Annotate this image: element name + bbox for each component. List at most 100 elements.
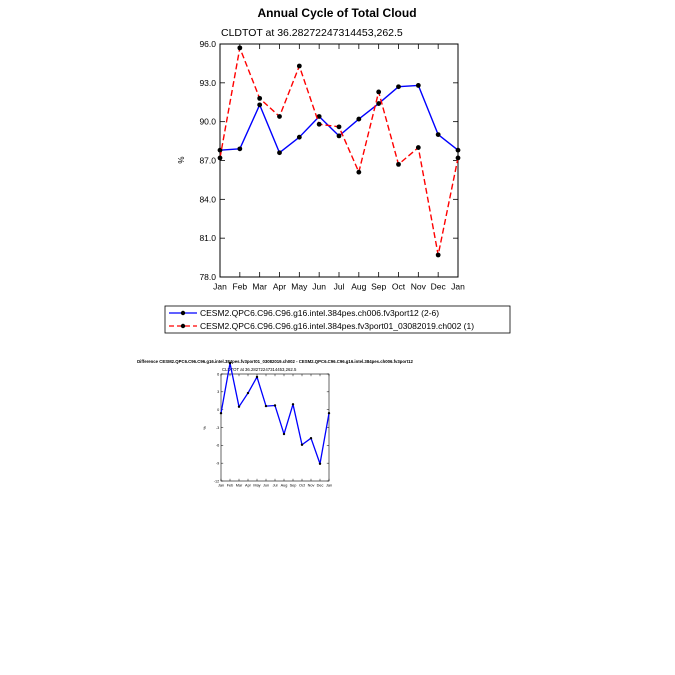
data-point [257, 95, 263, 101]
data-point [356, 169, 362, 175]
y-tick-label: -3 [216, 426, 219, 430]
y-tick-label: 3 [217, 390, 219, 394]
x-tick-label: Oct [299, 484, 306, 488]
data-point [219, 412, 223, 415]
data-point [246, 391, 250, 395]
x-tick-label: Nov [411, 281, 427, 291]
data-point [415, 145, 421, 150]
x-tick-label: May [291, 281, 308, 291]
data-point [356, 116, 362, 122]
legend-marker-blue [180, 310, 186, 316]
x-tick-label: Jul [334, 281, 345, 291]
x-tick-label: Aug [281, 484, 288, 488]
data-point [277, 114, 282, 119]
diff-x-axis: Jan Feb Mar Apr May Jun Jul Aug Sep Oct Nov Dec Jan [218, 374, 332, 488]
diff-plot-frame [220, 373, 330, 482]
data-point [257, 102, 263, 108]
data-point [228, 362, 232, 365]
y-tick-label: 84.0 [199, 194, 216, 204]
data-point [316, 114, 322, 119]
data-point [237, 45, 243, 51]
data-point [300, 443, 304, 446]
x-tick-label: Feb [227, 484, 234, 488]
plot-frame [219, 43, 459, 278]
data-point [217, 155, 223, 161]
series-line [219, 47, 459, 256]
data-point [435, 252, 441, 258]
legend-box [164, 305, 511, 334]
data-point [255, 375, 259, 379]
data-point [277, 150, 282, 156]
chart-subtitle: CLDTOT at 36.28272247314453,262.5 [221, 27, 403, 39]
x-tick-label: Jul [273, 484, 278, 488]
data-point [291, 403, 295, 406]
x-tick-label: Mar [252, 281, 267, 291]
x-tick-label: Sep [371, 281, 386, 291]
y-axis-label: % [177, 156, 186, 163]
x-tick-label: Jan [326, 484, 332, 488]
data-point [237, 405, 241, 408]
y-tick-label: 96.0 [199, 39, 216, 49]
data-point [318, 462, 322, 465]
y-tick-label: 87.0 [199, 155, 216, 165]
data-point [237, 146, 243, 152]
x-tick-label: Jan [213, 281, 227, 291]
series-group [217, 45, 461, 258]
y-tick-label: -12 [214, 479, 220, 483]
diff-y-axis-label: % [202, 426, 207, 430]
x-tick-label: Sep [290, 484, 297, 488]
x-axis: Jan Feb Mar Apr May Jun Jul Aug Sep Oct Nov Dec Jan [213, 44, 465, 291]
data-point [435, 132, 441, 138]
x-tick-label: Mar [236, 484, 243, 488]
x-tick-label: Jun [263, 484, 269, 488]
series-line [220, 362, 330, 465]
data-point [376, 89, 382, 95]
data-point [316, 121, 322, 127]
x-tick-label: Jan [451, 281, 465, 291]
chart-title: Annual Cycle of Total Cloud [257, 6, 416, 20]
diff-chart-title: Difference CESM2.QPC6.C96.C96.g16.intel.… [137, 359, 413, 364]
y-tick-label: 90.0 [199, 117, 216, 127]
y-tick-label: 81.0 [199, 233, 216, 243]
annual-cycle-chart: Annual Cycle of Total Cloud CLDTOT at 36… [177, 6, 465, 291]
x-tick-label: Dec [431, 281, 447, 291]
data-point [309, 437, 313, 440]
data-point [455, 155, 461, 161]
x-tick-label: Feb [233, 281, 248, 291]
data-point [327, 412, 331, 415]
data-point [282, 432, 286, 436]
diff-series-group [219, 362, 331, 465]
data-point [264, 404, 268, 408]
data-point [396, 84, 401, 90]
data-point [396, 161, 401, 167]
x-tick-label: Apr [245, 484, 252, 488]
data-point [273, 404, 277, 407]
x-tick-label: Oct [392, 281, 406, 291]
y-tick-label: 0 [217, 408, 219, 412]
legend-label-2: CESM2.QPC6.C96.C96.g16.intel.384pes.fv3p… [200, 321, 474, 331]
legend: CESM2.QPC6.C96.C96.g16.intel.384pes.ch00… [164, 305, 511, 334]
difference-chart: Difference CESM2.QPC6.C96.C96.g16.intel.… [137, 359, 413, 488]
y-tick-label: 78.0 [199, 272, 216, 282]
x-tick-label: May [253, 484, 260, 488]
y-axis: 96.0 93.0 90.0 87.0 84.0 81.0 78.0 [199, 39, 458, 282]
y-tick-label: 93.0 [199, 78, 216, 88]
data-point [296, 63, 302, 69]
data-point [455, 147, 461, 153]
y-tick-label: 6 [217, 372, 219, 376]
x-tick-label: Jun [312, 281, 326, 291]
x-tick-label: Jan [218, 484, 224, 488]
legend-label-1: CESM2.QPC6.C96.C96.g16.intel.384pes.ch00… [200, 308, 439, 318]
x-tick-label: Aug [351, 281, 366, 291]
data-point [296, 134, 302, 140]
x-tick-label: Dec [317, 484, 324, 488]
y-tick-label: -9 [216, 461, 219, 465]
data-point [415, 83, 421, 88]
data-point [376, 101, 382, 106]
data-point [336, 133, 342, 139]
x-tick-label: Nov [308, 484, 315, 488]
diff-y-axis: 6 3 0 -3 -6 -9 -12 [214, 372, 329, 483]
y-tick-label: -6 [216, 444, 219, 448]
x-tick-label: Apr [273, 281, 286, 291]
